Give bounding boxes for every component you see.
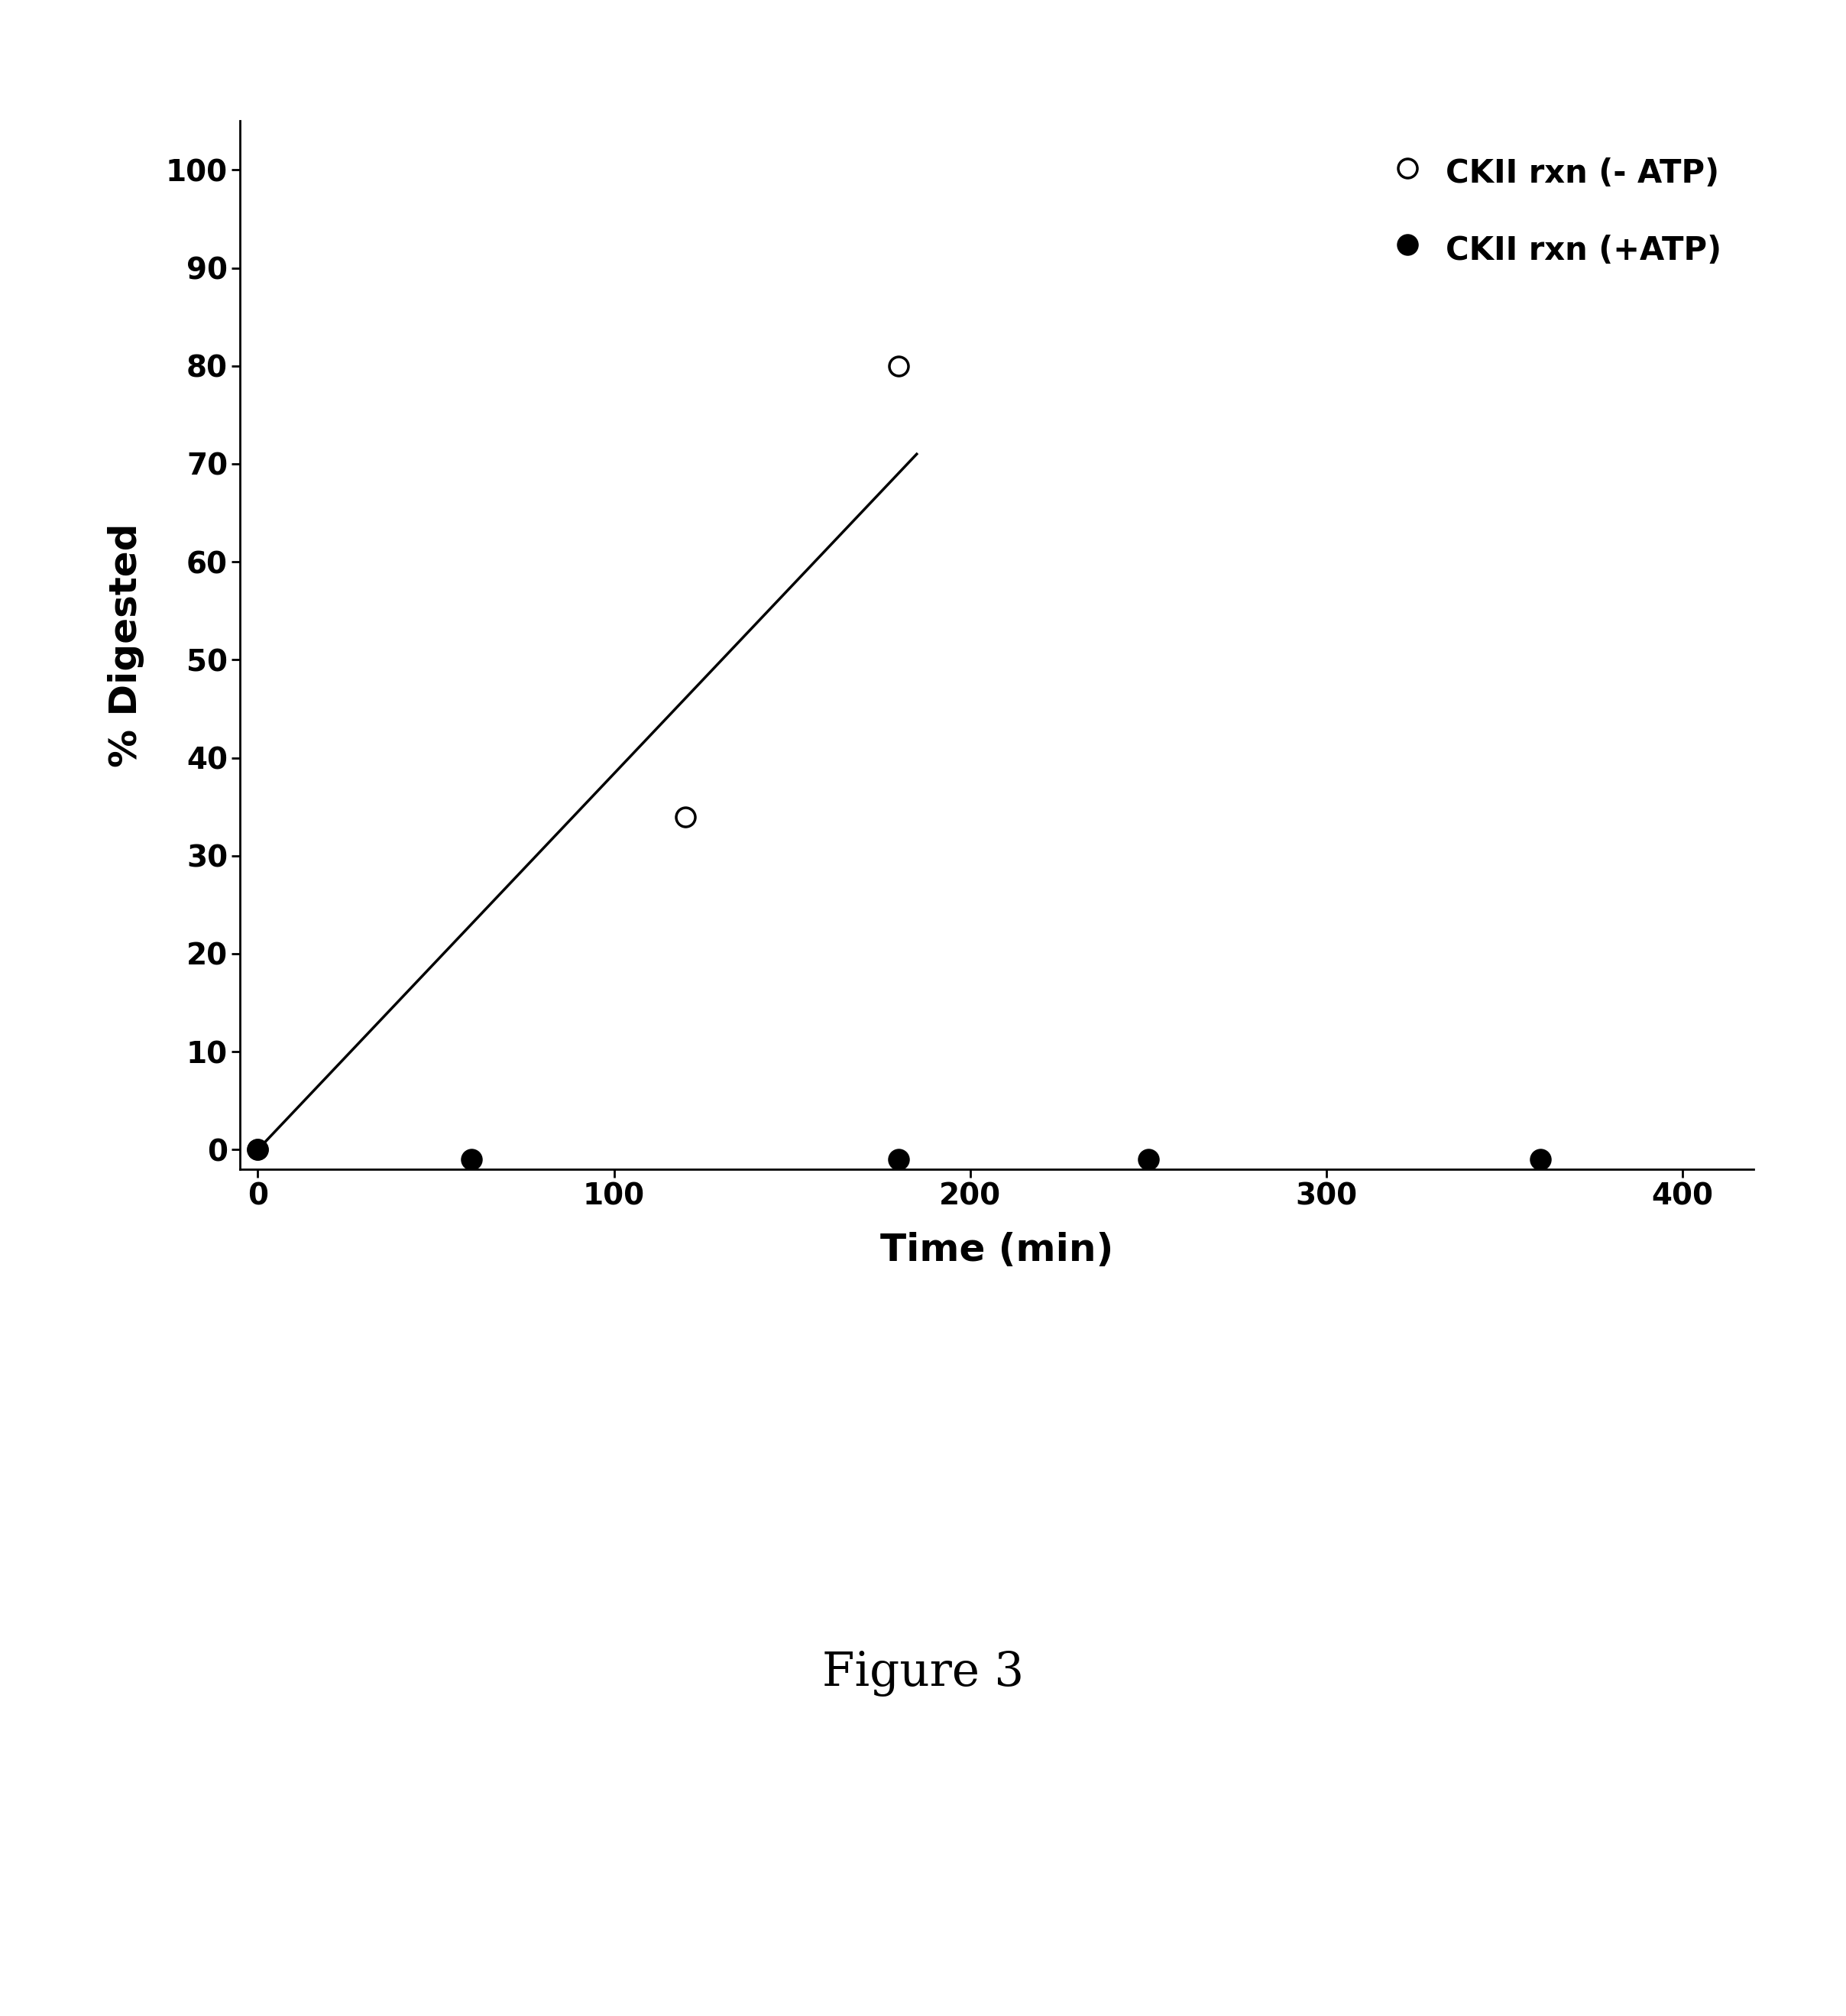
CKII rxn (+ATP) (1137, 1147, 1159, 1171)
CKII rxn (+ATP) (888, 1147, 910, 1171)
CKII rxn (- ATP) (888, 353, 910, 377)
Legend: CKII rxn (- ATP), CKII rxn (+ATP): CKII rxn (- ATP), CKII rxn (+ATP) (1379, 137, 1737, 284)
Y-axis label: % Digested: % Digested (107, 522, 144, 768)
Line: CKII rxn (- ATP): CKII rxn (- ATP) (247, 357, 908, 1159)
CKII rxn (- ATP) (247, 1137, 270, 1161)
CKII rxn (+ATP) (1528, 1147, 1551, 1171)
CKII rxn (+ATP) (247, 1137, 270, 1161)
Line: CKII rxn (+ATP): CKII rxn (+ATP) (247, 1141, 1549, 1169)
CKII rxn (- ATP) (674, 804, 696, 829)
Text: Figure 3: Figure 3 (821, 1651, 1025, 1695)
X-axis label: Time (min): Time (min) (881, 1232, 1113, 1268)
CKII rxn (+ATP) (460, 1147, 482, 1171)
